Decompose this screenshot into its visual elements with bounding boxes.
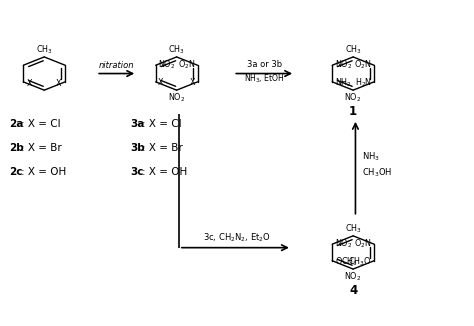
Text: nitration: nitration bbox=[99, 61, 135, 70]
Text: : X = Br: : X = Br bbox=[21, 143, 62, 153]
Text: : X = Br: : X = Br bbox=[142, 143, 182, 153]
Text: 3c: 3c bbox=[130, 167, 144, 177]
Text: NO$_2$: NO$_2$ bbox=[345, 91, 362, 104]
Text: NO$_2$: NO$_2$ bbox=[345, 270, 362, 283]
Text: NH$_3$: NH$_3$ bbox=[363, 150, 380, 163]
Text: CH$_3$OH: CH$_3$OH bbox=[363, 166, 393, 179]
Text: O$_2$N: O$_2$N bbox=[355, 58, 372, 71]
Text: NO$_2$: NO$_2$ bbox=[158, 58, 175, 71]
Text: CH$_3$O: CH$_3$O bbox=[348, 255, 372, 268]
Text: : X = Cl: : X = Cl bbox=[142, 119, 182, 129]
Text: CH$_3$: CH$_3$ bbox=[345, 222, 362, 235]
Text: OCH$_3$: OCH$_3$ bbox=[335, 255, 358, 268]
Text: 3a: 3a bbox=[130, 119, 145, 129]
Text: X: X bbox=[190, 78, 195, 87]
Text: 2a: 2a bbox=[9, 119, 24, 129]
Text: NH$_2$: NH$_2$ bbox=[335, 76, 351, 89]
Text: NH$_3$, EtOH: NH$_3$, EtOH bbox=[244, 73, 284, 85]
Text: O$_2$N: O$_2$N bbox=[178, 58, 195, 71]
Text: : X = Cl: : X = Cl bbox=[21, 119, 61, 129]
Text: 3c, CH$_2$N$_2$, Et$_2$O: 3c, CH$_2$N$_2$, Et$_2$O bbox=[203, 231, 271, 244]
Text: X: X bbox=[158, 78, 164, 87]
Text: CH$_3$: CH$_3$ bbox=[345, 43, 362, 56]
Text: : X = OH: : X = OH bbox=[21, 167, 66, 177]
Text: 2c: 2c bbox=[9, 167, 23, 177]
Text: NO$_2$: NO$_2$ bbox=[335, 58, 352, 71]
Text: 3a or 3b: 3a or 3b bbox=[246, 60, 282, 69]
Text: O$_2$N: O$_2$N bbox=[355, 237, 372, 250]
Text: 1: 1 bbox=[349, 106, 357, 118]
Text: NO$_2$: NO$_2$ bbox=[335, 237, 352, 250]
Text: X: X bbox=[56, 79, 62, 88]
Text: 3b: 3b bbox=[130, 143, 145, 153]
Text: 4: 4 bbox=[349, 284, 357, 297]
Text: CH$_3$: CH$_3$ bbox=[36, 43, 53, 56]
Text: 2b: 2b bbox=[9, 143, 24, 153]
Text: NO$_2$: NO$_2$ bbox=[168, 91, 185, 104]
Text: CH$_3$: CH$_3$ bbox=[168, 43, 185, 56]
Text: H$_2$N: H$_2$N bbox=[355, 76, 372, 89]
Text: : X = OH: : X = OH bbox=[142, 167, 187, 177]
Text: X: X bbox=[27, 79, 33, 88]
